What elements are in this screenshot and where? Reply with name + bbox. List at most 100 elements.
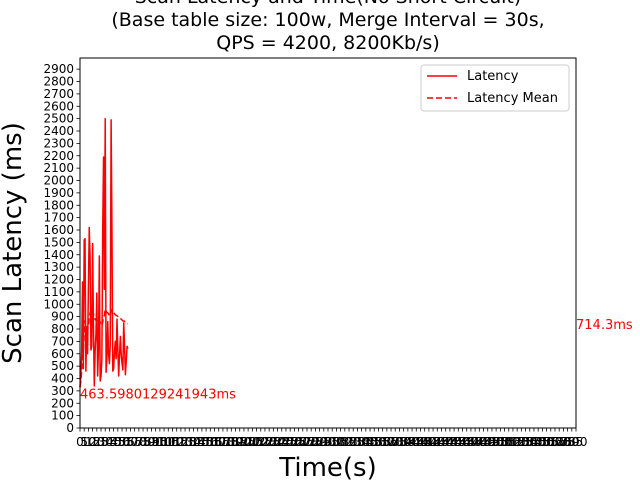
x-tick-label: 155 bbox=[199, 435, 222, 449]
y-tick-label: 800 bbox=[51, 322, 74, 336]
x-tick-label: 310 bbox=[329, 435, 352, 449]
x-tick-label: 335 bbox=[350, 435, 373, 449]
plot-frame bbox=[79, 57, 577, 429]
x-tick-label: 400 bbox=[405, 435, 428, 449]
y-tick-label: 1200 bbox=[43, 273, 74, 287]
x-tick-label: 235 bbox=[266, 435, 289, 449]
x-tick-label: 575 bbox=[552, 435, 575, 449]
x-tick-label: 110 bbox=[161, 435, 184, 449]
y-tick-label: 1000 bbox=[43, 297, 74, 311]
x-tick-label: 535 bbox=[518, 435, 541, 449]
y-tick-label: 2200 bbox=[43, 149, 74, 163]
x-tick-label: 260 bbox=[287, 435, 310, 449]
x-tick-label: 390 bbox=[396, 435, 419, 449]
x-tick-label: 480 bbox=[472, 435, 495, 449]
x-tick-label: 385 bbox=[392, 435, 415, 449]
y-tick-label: 0 bbox=[66, 421, 74, 435]
x-tick-label: 250 bbox=[279, 435, 302, 449]
x-tick-label: 180 bbox=[220, 435, 243, 449]
x-tick-label: 190 bbox=[228, 435, 251, 449]
x-tick-label: 350 bbox=[363, 435, 386, 449]
x-tick-label: 475 bbox=[468, 435, 491, 449]
x-tick-label: 230 bbox=[262, 435, 285, 449]
x-tick-label: 215 bbox=[249, 435, 272, 449]
x-tick-label: 540 bbox=[523, 435, 546, 449]
x-tick-label: 375 bbox=[384, 435, 407, 449]
x-tick-label: 285 bbox=[308, 435, 331, 449]
x-tick-label: 45 bbox=[110, 435, 125, 449]
x-tick-label: 370 bbox=[380, 435, 403, 449]
x-tick-label: 345 bbox=[359, 435, 382, 449]
x-tick-label: 580 bbox=[556, 435, 579, 449]
legend-label-latency-mean: Latency Mean bbox=[467, 91, 558, 106]
x-tick-label: 115 bbox=[165, 435, 188, 449]
x-tick-label: 420 bbox=[422, 435, 445, 449]
x-tick-label: 560 bbox=[539, 435, 562, 449]
x-tick-label: 355 bbox=[367, 435, 390, 449]
x-tick-label: 380 bbox=[388, 435, 411, 449]
x-tick-label: 435 bbox=[434, 435, 457, 449]
x-tick-label: 100 bbox=[153, 435, 176, 449]
x-tick-label: 270 bbox=[296, 435, 319, 449]
x-tick-label: 315 bbox=[333, 435, 356, 449]
axis-ticks: 0100200300400500600700800900100011001200… bbox=[43, 62, 587, 449]
x-tick-label: 455 bbox=[451, 435, 474, 449]
legend-label-latency: Latency bbox=[467, 69, 519, 84]
chart-title-line-1: Scan Latency and Time(No Short Circuit) bbox=[135, 0, 522, 8]
x-tick-label: 170 bbox=[211, 435, 234, 449]
x-tick-label: 460 bbox=[455, 435, 478, 449]
y-tick-label: 900 bbox=[51, 310, 74, 324]
y-tick-label: 500 bbox=[51, 359, 74, 373]
x-tick-label: 120 bbox=[169, 435, 192, 449]
x-tick-label: 145 bbox=[190, 435, 213, 449]
x-tick-label: 430 bbox=[430, 435, 453, 449]
x-tick-label: 280 bbox=[304, 435, 327, 449]
chart-title-line-3: QPS = 4200, 8200Kb/s) bbox=[216, 32, 440, 54]
x-tick-label: 525 bbox=[510, 435, 533, 449]
y-tick-label: 700 bbox=[51, 334, 74, 348]
x-tick-label: 220 bbox=[253, 435, 276, 449]
x-tick-label: 470 bbox=[464, 435, 487, 449]
x-tick-label: 70 bbox=[131, 435, 146, 449]
y-tick-label: 1400 bbox=[43, 248, 74, 262]
y-tick-label: 1800 bbox=[43, 198, 74, 212]
x-tick-label: 195 bbox=[232, 435, 255, 449]
annotations: 463.5980129241943ms 714.3ms bbox=[80, 318, 633, 402]
x-tick-label: 275 bbox=[300, 435, 323, 449]
y-tick-label: 300 bbox=[51, 384, 74, 398]
x-tick-label: 95 bbox=[152, 435, 167, 449]
y-tick-label: 1100 bbox=[43, 285, 74, 299]
y-tick-label: 2100 bbox=[43, 161, 74, 175]
x-tick-label: 425 bbox=[426, 435, 449, 449]
y-tick-label: 2500 bbox=[43, 112, 74, 126]
y-tick-label: 2000 bbox=[43, 174, 74, 188]
x-tick-label: 290 bbox=[312, 435, 335, 449]
x-tick-label: 295 bbox=[317, 435, 340, 449]
x-tick-label: 185 bbox=[224, 435, 247, 449]
y-tick-label: 2400 bbox=[43, 124, 74, 138]
x-tick-label: 545 bbox=[527, 435, 550, 449]
x-tick-label: 105 bbox=[157, 435, 180, 449]
x-tick-label: 565 bbox=[544, 435, 567, 449]
y-tick-label: 600 bbox=[51, 347, 74, 361]
x-tick-label: 395 bbox=[401, 435, 424, 449]
series-line-latency-mean bbox=[79, 308, 129, 388]
x-tick-label: 0 bbox=[76, 435, 84, 449]
y-tick-label: 2800 bbox=[43, 75, 74, 89]
x-tick-label: 160 bbox=[203, 435, 226, 449]
x-tick-label: 130 bbox=[178, 435, 201, 449]
x-tick-label: 440 bbox=[438, 435, 461, 449]
x-tick-label: 590 bbox=[565, 435, 588, 449]
chart-title-line-2: (Base table size: 100w, Merge Interval =… bbox=[111, 9, 544, 31]
x-tick-label: 40 bbox=[106, 435, 121, 449]
annotation-1: 714.3ms bbox=[576, 318, 633, 333]
y-tick-label: 1700 bbox=[43, 211, 74, 225]
x-tick-label: 10 bbox=[81, 435, 96, 449]
x-tick-label: 570 bbox=[548, 435, 571, 449]
x-tick-label: 210 bbox=[245, 435, 268, 449]
x-tick-label: 515 bbox=[501, 435, 524, 449]
x-tick-label: 325 bbox=[342, 435, 365, 449]
x-tick-label: 175 bbox=[216, 435, 239, 449]
x-tick-label: 245 bbox=[275, 435, 298, 449]
series-line-latency bbox=[79, 117, 129, 388]
